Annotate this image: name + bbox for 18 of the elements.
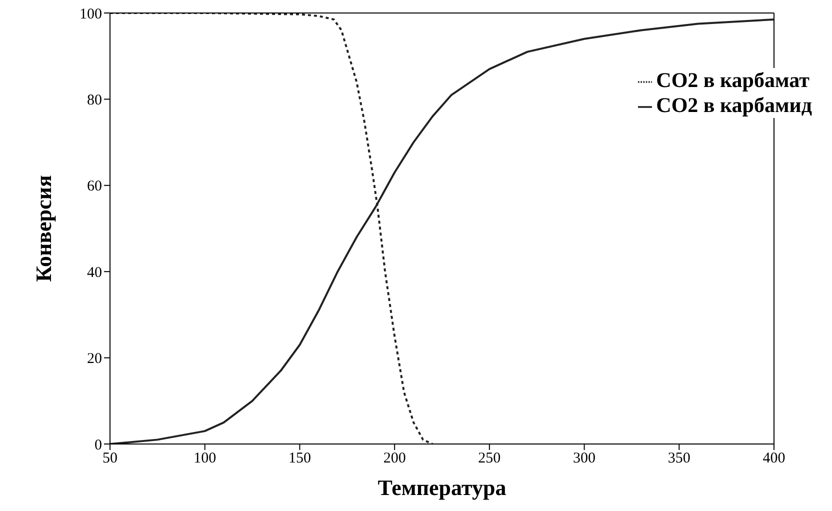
legend-label: CO2 в карбамат: [656, 68, 810, 92]
x-tick-label: 300: [573, 450, 596, 467]
x-tick-label: 350: [668, 450, 690, 467]
x-tick-label: 150: [288, 450, 311, 467]
x-tick-label: 250: [478, 450, 501, 467]
y-tick-label: 80: [87, 92, 102, 109]
y-tick-label: 20: [87, 351, 102, 368]
x-axis-title: Температура: [378, 475, 506, 500]
y-tick-label: 40: [87, 264, 102, 281]
y-axis-title: Конверсия: [30, 175, 56, 282]
y-tick-label: 100: [80, 6, 102, 22]
x-tick-label: 400: [762, 450, 786, 467]
y-tick-label: 0: [94, 437, 102, 454]
x-tick-label: 50: [102, 450, 118, 467]
y-tick-label: 60: [87, 178, 102, 195]
x-tick-label: 100: [194, 450, 216, 467]
legend-label: CO2 в карбамид: [656, 93, 812, 117]
x-tick-label: 200: [383, 450, 406, 467]
